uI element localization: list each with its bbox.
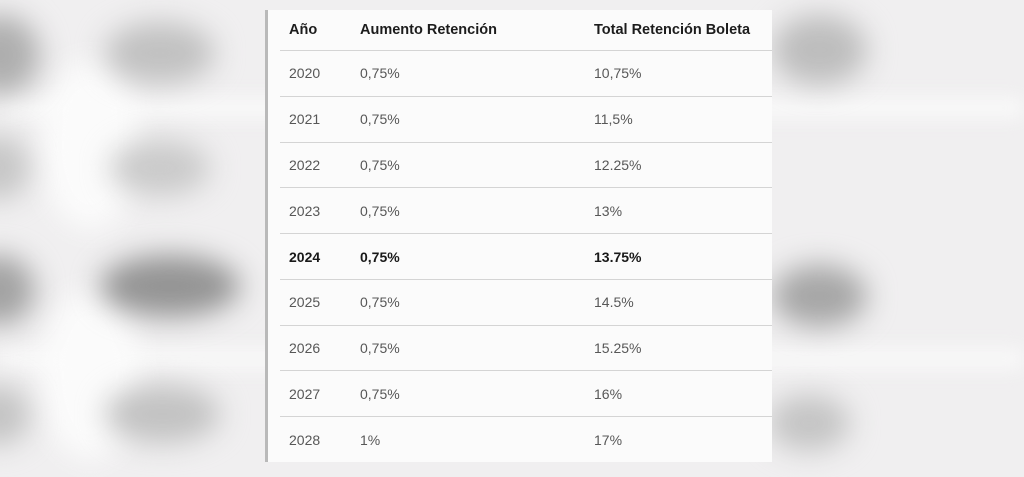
table-row-2022: 2022 0,75% 12.25% (280, 141, 772, 188)
aumento-cell: 0,75% (360, 294, 400, 311)
aumento-cell: 0,75% (360, 111, 400, 128)
table-row-2028: 2028 1% 17% (280, 416, 772, 462)
background-blob (772, 265, 867, 327)
column-header-total: Total Retención Boleta (594, 22, 751, 38)
aumento-cell: 1% (360, 431, 381, 448)
background-blob (0, 15, 40, 95)
total-cell: 11,5% (594, 111, 633, 128)
background-blob (0, 385, 30, 445)
year-cell: 2023 (289, 202, 321, 219)
background-light-blob (40, 60, 140, 230)
year-cell: 2028 (289, 431, 321, 448)
table-row-2026: 2026 0,75% 15.25% (280, 324, 772, 371)
table-header-row: Año Aumento Retención Total Retención Bo… (280, 10, 772, 50)
background-blob (0, 135, 30, 200)
aumento-cell: 0,75% (360, 248, 400, 265)
year-cell: 2026 (289, 340, 321, 357)
column-header-aumento: Aumento Retención (360, 22, 497, 38)
total-cell: 16% (594, 385, 623, 402)
year-cell: 2024 (289, 248, 321, 265)
aumento-cell: 0,75% (360, 202, 400, 219)
background-blob (110, 140, 210, 196)
table-row-2024-highlighted: 2024 0,75% 13.75% (280, 233, 772, 279)
total-cell: 15.25% (594, 340, 642, 357)
aumento-cell: 0,75% (360, 340, 400, 357)
year-cell: 2025 (289, 294, 321, 311)
retention-table: Año Aumento Retención Total Retención Bo… (265, 10, 772, 462)
aumento-cell: 0,75% (360, 156, 400, 173)
total-cell: 17% (594, 431, 623, 448)
table-row-2025: 2025 0,75% 14.5% (280, 278, 772, 325)
year-cell: 2021 (289, 111, 321, 128)
total-cell: 13.75% (594, 248, 642, 265)
year-cell: 2020 (289, 65, 321, 82)
total-cell: 10,75% (594, 65, 642, 82)
background-blob (100, 255, 240, 317)
year-cell: 2022 (289, 156, 321, 173)
table-row-2027: 2027 0,75% 16% (280, 370, 772, 416)
total-cell: 13% (594, 202, 623, 219)
year-cell: 2027 (289, 385, 321, 402)
total-cell: 12.25% (594, 156, 642, 173)
background-blob (105, 385, 220, 443)
aumento-cell: 0,75% (360, 65, 400, 82)
column-header-year: Año (289, 22, 318, 38)
background-blob (105, 22, 215, 84)
aumento-cell: 0,75% (360, 385, 400, 402)
total-cell: 14.5% (594, 294, 634, 311)
table-row-2021: 2021 0,75% 11,5% (280, 95, 772, 142)
background-blob (772, 15, 867, 85)
table-row-2020: 2020 0,75% 10,75% (280, 50, 772, 96)
background-blob (768, 395, 850, 451)
background-blob (0, 255, 35, 325)
table-row-2023: 2023 0,75% 13% (280, 187, 772, 233)
